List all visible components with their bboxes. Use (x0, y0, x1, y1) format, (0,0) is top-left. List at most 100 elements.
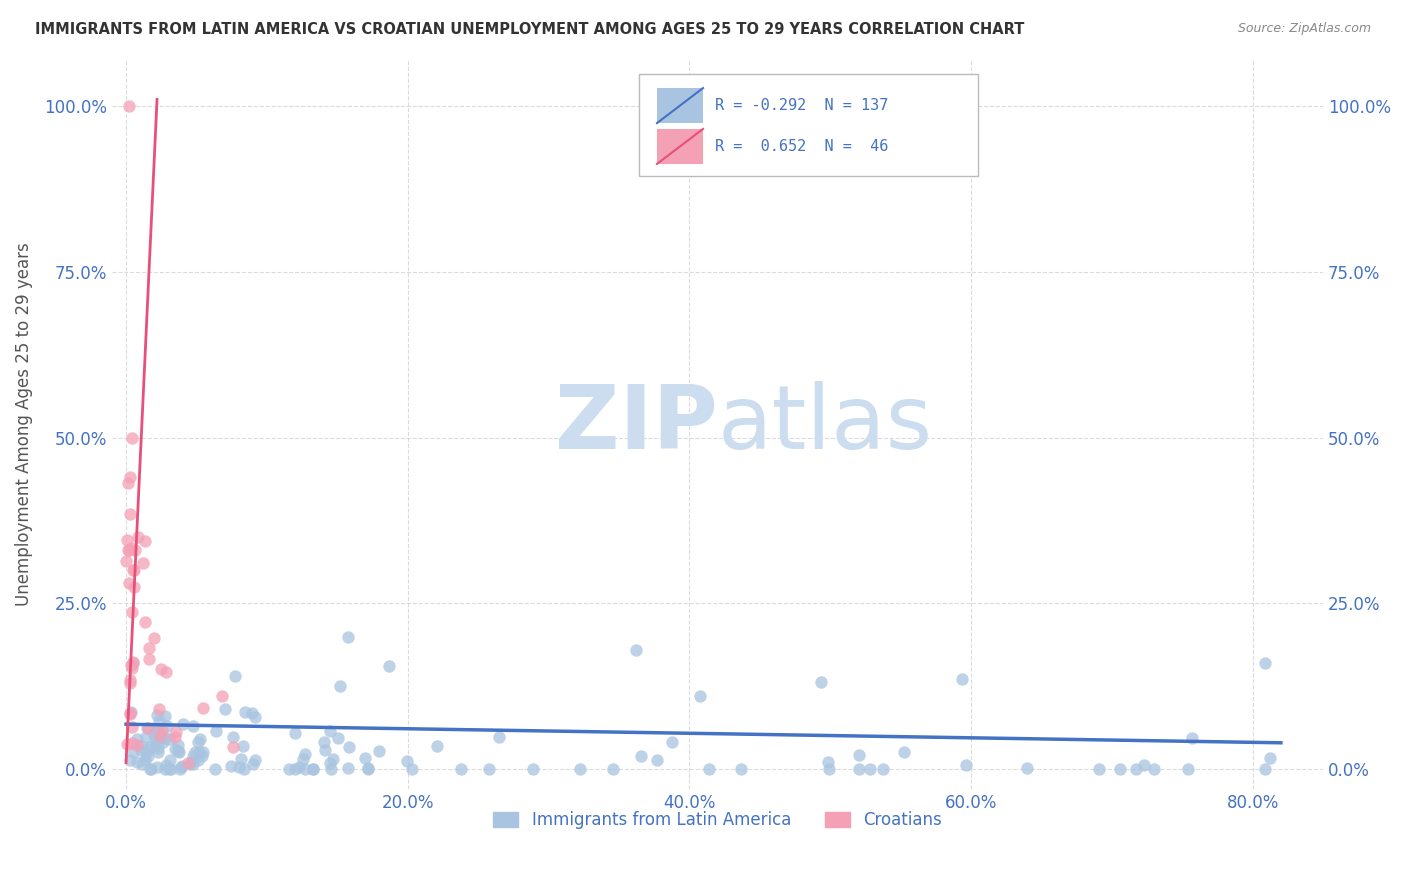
Point (188, 731, 211, 746)
Point (146, 760, 169, 774)
Point (124, 563, 146, 577)
Point (121, 705, 143, 719)
Point (1108, 762, 1130, 776)
Point (818, 762, 841, 776)
Point (121, 431, 143, 445)
Text: ZIP: ZIP (555, 381, 717, 468)
Point (121, 661, 143, 675)
Point (367, 744, 389, 758)
Point (146, 745, 169, 759)
Y-axis label: Unemployment Among Ages 25 to 29 years: Unemployment Among Ages 25 to 29 years (15, 243, 32, 607)
Point (129, 743, 152, 757)
Point (450, 762, 472, 776)
Point (810, 675, 832, 690)
Point (1132, 757, 1154, 772)
Point (124, 543, 146, 558)
Point (233, 762, 256, 776)
Point (1125, 762, 1147, 776)
Point (122, 656, 145, 670)
Point (170, 760, 193, 774)
Point (169, 762, 191, 776)
Point (187, 745, 209, 759)
Point (224, 669, 246, 683)
Point (149, 662, 172, 676)
Point (245, 710, 267, 724)
Point (294, 747, 316, 762)
Point (165, 741, 187, 756)
Point (240, 706, 263, 720)
Point (522, 762, 544, 776)
Point (288, 760, 311, 774)
Point (118, 707, 141, 722)
Text: IMMIGRANTS FROM LATIN AMERICA VS CROATIAN UNEMPLOYMENT AMONG AGES 25 TO 29 YEARS: IMMIGRANTS FROM LATIN AMERICA VS CROATIA… (35, 22, 1025, 37)
Point (120, 470, 142, 484)
Point (167, 744, 190, 758)
Point (146, 725, 169, 739)
Point (221, 759, 243, 773)
Point (117, 533, 139, 548)
Point (181, 757, 204, 772)
Point (132, 556, 155, 570)
Point (336, 631, 359, 645)
Point (155, 665, 177, 679)
Point (155, 762, 177, 776)
Point (356, 761, 378, 775)
Point (326, 731, 349, 745)
Point (626, 643, 648, 657)
Point (312, 735, 335, 749)
Point (146, 708, 169, 723)
Point (1017, 761, 1039, 775)
Point (131, 757, 153, 772)
Point (138, 641, 160, 656)
Point (121, 656, 143, 670)
Point (148, 714, 170, 728)
Point (689, 689, 711, 703)
Point (243, 753, 266, 767)
Point (135, 730, 157, 744)
Point (301, 762, 323, 776)
FancyBboxPatch shape (638, 74, 979, 177)
Point (127, 738, 149, 752)
Point (319, 762, 342, 776)
Point (115, 737, 138, 751)
Point (302, 762, 325, 776)
Point (152, 735, 174, 749)
Point (181, 748, 204, 763)
Point (872, 762, 894, 776)
Point (848, 748, 870, 763)
Point (121, 606, 143, 620)
Point (134, 753, 156, 767)
Legend: Immigrants from Latin America, Croatians: Immigrants from Latin America, Croatians (486, 805, 948, 836)
Point (294, 762, 316, 776)
Point (172, 759, 194, 773)
Point (159, 753, 181, 767)
Point (357, 762, 380, 776)
Point (145, 734, 167, 748)
Point (146, 722, 169, 736)
Point (817, 756, 839, 770)
Point (228, 760, 250, 774)
Point (204, 762, 226, 776)
Point (155, 758, 177, 772)
Point (893, 745, 915, 759)
Point (395, 754, 418, 768)
Point (211, 689, 233, 703)
Point (156, 719, 179, 733)
Point (117, 542, 139, 557)
Point (569, 762, 592, 776)
Point (205, 723, 228, 738)
Text: atlas: atlas (717, 381, 932, 468)
Point (127, 530, 149, 544)
Point (645, 753, 668, 767)
Point (155, 708, 177, 723)
FancyBboxPatch shape (657, 129, 703, 164)
Point (118, 99, 141, 113)
Point (377, 659, 399, 673)
Point (115, 554, 138, 568)
Point (167, 738, 190, 752)
Point (143, 724, 166, 739)
Point (848, 762, 870, 776)
Point (232, 739, 254, 753)
Point (318, 756, 340, 770)
Point (661, 735, 683, 749)
